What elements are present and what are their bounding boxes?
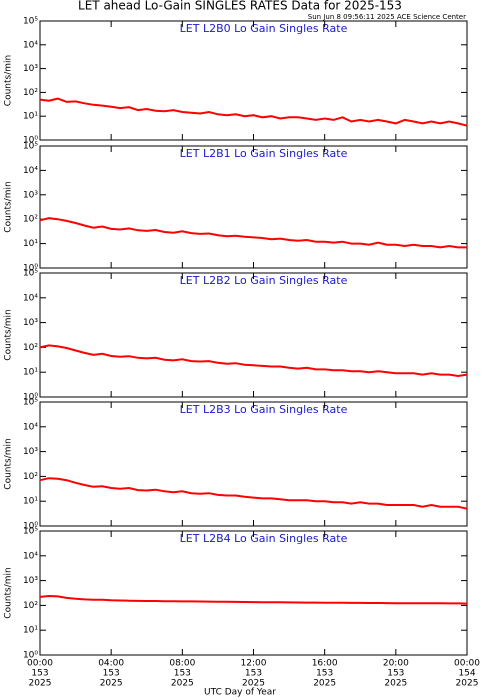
plot-frame (39, 20, 468, 141)
panel-title: LET L2B2 Lo Gain Singles Rate (180, 274, 348, 287)
y-tick-label: 10⁰ (23, 393, 38, 403)
y-tick-label: 10¹ (23, 626, 38, 636)
y-axis-label: Counts/min (4, 309, 14, 360)
x-tick-label: 153 (103, 669, 120, 679)
x-tick-label: 2025 (29, 679, 52, 689)
data-line (39, 477, 468, 510)
plot-frame (39, 272, 468, 398)
y-tick-label: 10² (23, 343, 38, 353)
y-tick-label: 10² (23, 601, 38, 611)
y-tick-label: 10³ (23, 64, 38, 74)
x-tick-label: 2025 (171, 679, 194, 689)
y-tick-label: 10³ (23, 447, 38, 457)
x-tick-label: 20:00 (383, 659, 409, 669)
y-tick-label: 10² (23, 88, 38, 98)
y-tick-label: 10⁴ (23, 422, 38, 432)
plot-frame (39, 530, 468, 656)
plot-frame (39, 145, 468, 269)
y-tick-label: 10⁴ (23, 40, 38, 50)
data-line (39, 97, 468, 127)
x-tick-label: 153 (387, 669, 404, 679)
y-axis-label: Counts/min (4, 55, 14, 106)
y-axis-label: Counts/min (4, 438, 14, 489)
x-tick-label: 12:00 (241, 659, 267, 669)
y-tick-label: 10³ (23, 190, 38, 200)
x-tick-label: 153 (316, 669, 333, 679)
y-tick-label: 10⁵ (23, 269, 38, 279)
data-line (39, 217, 467, 249)
y-tick-label: 10¹ (23, 368, 38, 378)
y-tick-label: 10¹ (23, 497, 38, 507)
x-tick-label: 2025 (242, 679, 265, 689)
y-tick-label: 10⁴ (23, 293, 38, 303)
x-tick-label: 00:00 (27, 659, 53, 669)
y-tick-label: 10⁰ (23, 651, 38, 661)
x-axis-label: UTC Day of Year (204, 688, 276, 698)
x-tick-label: 16:00 (312, 659, 338, 669)
x-tick-label: 04:00 (98, 659, 124, 669)
y-tick-label: 10⁰ (23, 522, 38, 532)
y-tick-label: 10⁴ (23, 166, 38, 176)
x-tick-label: 154 (458, 669, 475, 679)
y-axis-label: Counts/min (4, 567, 14, 618)
x-tick-label: 08:00 (169, 659, 195, 669)
y-tick-label: 10⁵ (23, 398, 38, 408)
x-tick-label: 2025 (313, 679, 336, 689)
y-tick-label: 10⁰ (23, 264, 38, 274)
y-tick-label: 10¹ (23, 112, 38, 122)
y-tick-label: 10⁴ (23, 551, 38, 561)
y-tick-label: 10⁵ (23, 17, 38, 27)
y-tick-label: 10² (23, 472, 38, 482)
panel-title: LET L2B0 Lo Gain Singles Rate (180, 22, 348, 35)
page-title: LET ahead Lo-Gain SINGLES RATES Data for… (78, 0, 402, 13)
y-tick-label: 10⁵ (23, 527, 38, 537)
panel-title: LET L2B1 Lo Gain Singles Rate (180, 147, 348, 160)
panel-title: LET L2B3 Lo Gain Singles Rate (180, 403, 348, 416)
y-tick-label: 10² (23, 215, 38, 225)
y-tick-label: 10³ (23, 318, 38, 328)
x-tick-label: 2025 (100, 679, 123, 689)
y-tick-label: 10⁵ (23, 142, 38, 152)
x-tick-label: 00:00 (454, 659, 480, 669)
x-tick-label: 153 (174, 669, 191, 679)
x-tick-label: 153 (31, 669, 48, 679)
data-line (39, 344, 468, 378)
timestamp: Sun Jun 8 09:56:11 2025 ACE Science Cent… (308, 13, 466, 21)
x-tick-label: 2025 (384, 679, 407, 689)
x-tick-label: 2025 (456, 679, 479, 689)
x-tick-label: 153 (245, 669, 262, 679)
panel-title: LET L2B4 Lo Gain Singles Rate (180, 532, 348, 545)
y-tick-label: 10⁰ (23, 136, 38, 146)
data-line (39, 594, 468, 605)
y-tick-label: 10¹ (23, 239, 38, 249)
y-axis-label: Counts/min (4, 181, 14, 232)
y-tick-label: 10³ (23, 576, 38, 586)
plot-frame (39, 401, 468, 527)
